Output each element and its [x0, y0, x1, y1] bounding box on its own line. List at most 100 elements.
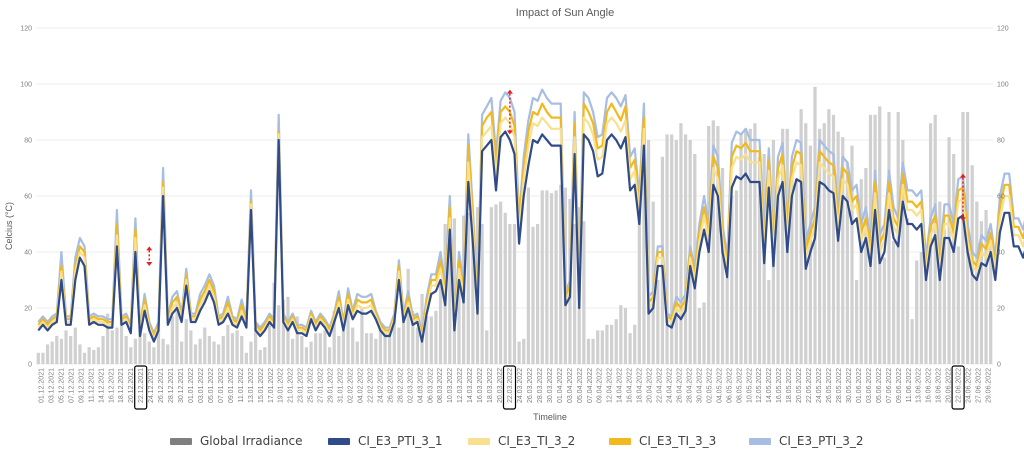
- x-tick: 27.01.2022: [318, 368, 325, 403]
- x-tick: 07.01.2022: [218, 368, 225, 403]
- irradiance-bar: [82, 352, 87, 364]
- irradiance-bar: [605, 324, 609, 364]
- x-tick: 08.05.2022: [736, 368, 743, 403]
- x-tick-label: 20.03.2022: [497, 368, 504, 403]
- x-tick-label: 20.12.2021: [128, 368, 135, 403]
- x-tick-label: 11.01.2022: [238, 368, 245, 403]
- irradiance-bar: [975, 201, 979, 364]
- irradiance-bar: [438, 285, 443, 364]
- gap-arrow-head: [506, 89, 513, 94]
- x-tick-label: 05.06.2022: [876, 368, 883, 403]
- x-tick-label: 30.05.2022: [846, 368, 853, 403]
- x-tick: 30.05.2022: [846, 368, 853, 403]
- irradiance-bar: [559, 184, 563, 364]
- irradiance-bar: [314, 333, 318, 364]
- x-tick-label: 28.03.2022: [537, 368, 544, 403]
- y2-tick-label: 0: [997, 362, 1001, 369]
- irradiance-bar: [106, 313, 110, 364]
- irradiance-bar: [295, 316, 299, 364]
- chart-canvas: Impact of Sun Angle 0 20 40 60 80 100 120 0 20 4…: [4, 7, 1024, 422]
- x-tick: 23.01.2022: [298, 368, 305, 403]
- x-tick-label: 24.03.2022: [517, 368, 524, 403]
- x-tick: 20.03.2022: [497, 368, 504, 403]
- x-tick-label: 11.12.2021: [88, 368, 95, 403]
- y-tick-label: 60: [24, 194, 32, 201]
- irradiance-bar: [799, 109, 803, 364]
- irradiance-bar: [337, 336, 341, 364]
- irradiance-bar: [184, 319, 188, 364]
- irradiance-bar: [956, 246, 960, 364]
- irradiance-bar: [485, 330, 489, 364]
- x-tick: 17.01.2022: [268, 368, 275, 403]
- x-tick-label: 24.06.2022: [966, 368, 973, 403]
- series-line-ci-e3-ti-3-3: [37, 102, 1024, 338]
- x-axis-title: Timeline: [533, 412, 567, 422]
- irradiance-bar: [919, 252, 923, 364]
- temperature-lines: [37, 88, 1024, 343]
- x-tick: 20.05.2022: [796, 368, 803, 403]
- irradiance-bar: [318, 333, 322, 364]
- y2-tick-label: 100: [997, 82, 1009, 89]
- x-tick-label: 01.12.2021: [39, 368, 46, 403]
- x-tick-label: 08.05.2022: [736, 368, 743, 403]
- x-tick: 11.06.2022: [906, 368, 913, 403]
- irradiance-bar: [406, 268, 410, 364]
- gap-arrow-head: [506, 130, 513, 135]
- y-axis-right: 0 20 40 60 80 100 120: [997, 26, 1009, 369]
- irradiance-bar: [637, 196, 641, 364]
- irradiance-bar: [189, 330, 193, 364]
- x-tick: 10.05.2022: [746, 368, 753, 403]
- x-tick: 22.05.2022: [806, 368, 813, 403]
- irradiance-bar: [915, 260, 919, 364]
- irradiance-bar: [818, 128, 822, 364]
- x-tick-label: 09.01.2022: [228, 368, 235, 403]
- x-tick-label: 26.02.2022: [387, 368, 394, 403]
- x-tick-label: 06.05.2022: [726, 368, 733, 403]
- x-tick-label: 28.05.2022: [836, 368, 843, 403]
- legend-label: CI_E3_PTI_3_2: [779, 434, 864, 448]
- irradiance-bar: [822, 123, 826, 364]
- irradiance-bar: [517, 341, 521, 364]
- x-tick-label: 24.02.2022: [377, 368, 384, 403]
- x-tick-label: 22.02.2022: [368, 368, 375, 403]
- irradiance-bar: [480, 224, 484, 364]
- irradiance-bar: [586, 338, 591, 364]
- x-tick: 12.04.2022: [607, 368, 614, 403]
- x-tick-label: 26.05.2022: [826, 368, 833, 403]
- irradiance-bar: [156, 330, 161, 364]
- x-tick-label: 30.03.2022: [547, 368, 554, 403]
- x-axis: 01.12.2021 03.12.2021 05.12.2021 07.12.2021…: [39, 365, 993, 410]
- irradiance-bar: [383, 333, 387, 364]
- irradiance-bar: [411, 310, 415, 364]
- irradiance-bar: [226, 324, 230, 364]
- x-tick: 26.04.2022: [677, 368, 684, 403]
- irradiance-bar: [656, 280, 660, 364]
- legend-label: Global Irradiance: [200, 434, 303, 448]
- irradiance-bar: [304, 347, 309, 364]
- x-tick-label: 28.04.2022: [687, 368, 694, 403]
- irradiance-bar: [152, 347, 156, 364]
- x-tick-label: 01.01.2022: [188, 368, 195, 403]
- irradiance-bar: [281, 299, 285, 364]
- series-line-ci-e3-ti-3-2: [37, 116, 1024, 340]
- y2-tick-label: 40: [997, 250, 1005, 257]
- irradiance-bar: [170, 316, 175, 364]
- x-tick: 30.12.2021: [178, 368, 185, 403]
- irradiance-bar: [619, 305, 623, 364]
- legend-item: CI_E3_PTI_3_2: [749, 433, 864, 449]
- x-tick-label: 31.01.2022: [338, 368, 345, 403]
- irradiance-bar: [240, 336, 244, 364]
- legend-swatch: [328, 437, 350, 445]
- irradiance-bar: [702, 302, 706, 364]
- x-tick-label: 12.03.2022: [457, 368, 464, 403]
- x-tick: 03.04.2022: [567, 368, 574, 403]
- irradiance-bar: [355, 341, 359, 364]
- irradiance-bar: [739, 134, 743, 364]
- x-tick-label: 22.12.2021: [138, 368, 145, 403]
- x-tick: 06.05.2022: [726, 368, 733, 403]
- irradiance-bar: [989, 238, 993, 364]
- irradiance-bar: [429, 316, 433, 364]
- irradiance-bar: [591, 338, 595, 364]
- irradiance-bar: [979, 221, 984, 364]
- x-tick-label: 26.03.2022: [527, 368, 534, 403]
